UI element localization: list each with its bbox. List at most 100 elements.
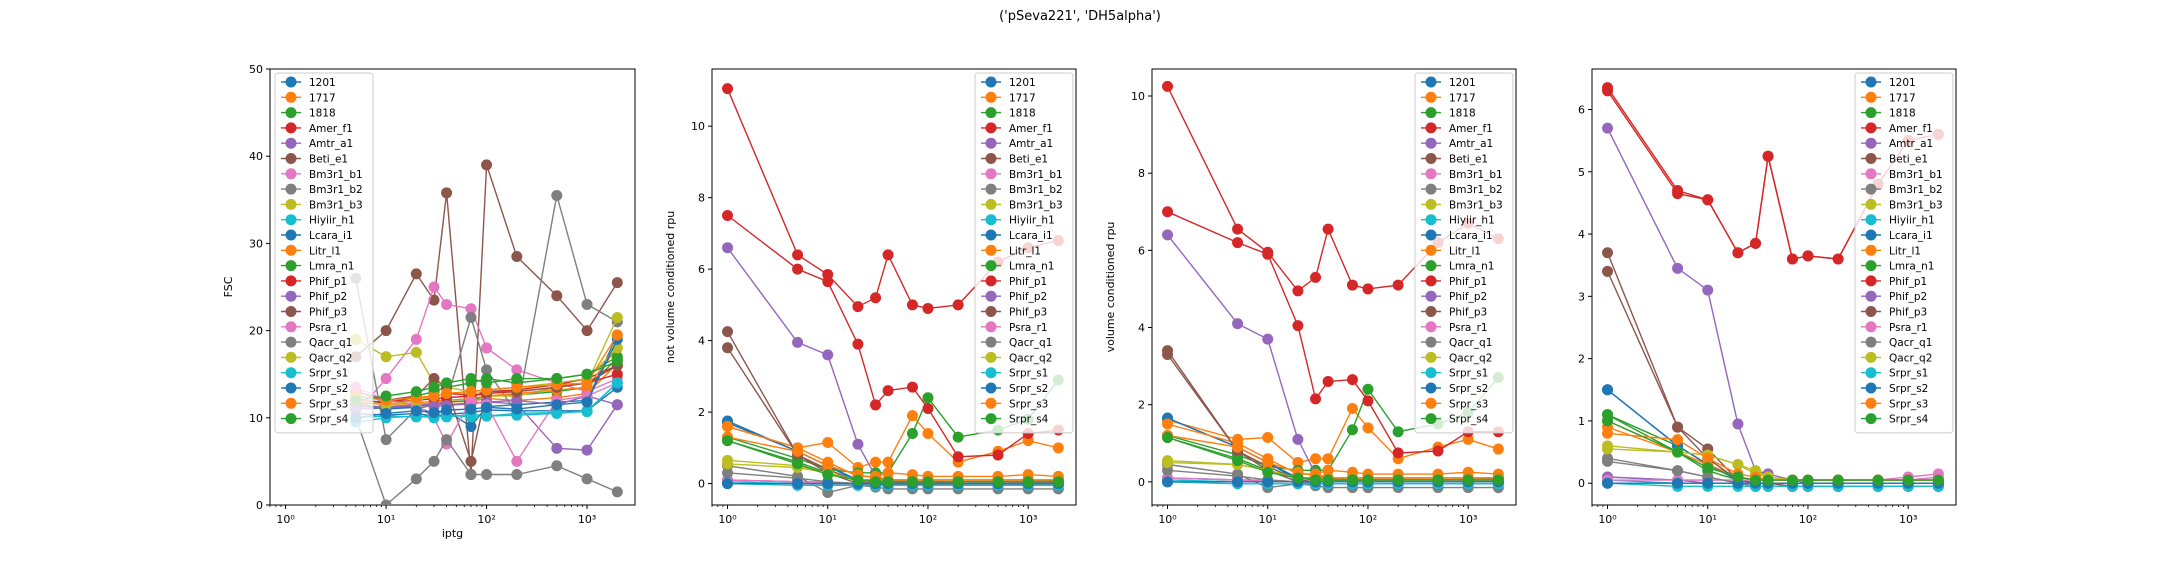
axes-frame bbox=[1591, 68, 1957, 506]
data-point bbox=[465, 455, 477, 467]
data-point bbox=[1702, 452, 1714, 464]
data-point bbox=[1750, 237, 1762, 249]
legend-swatch-marker bbox=[1865, 229, 1877, 241]
legend-item: Bm3r1_b1 bbox=[981, 168, 1063, 181]
legend-label: Litr_l1 bbox=[1009, 245, 1041, 257]
legend-item: Srpr_s1 bbox=[981, 367, 1048, 380]
legend-swatch-marker bbox=[285, 122, 297, 134]
data-point bbox=[1262, 466, 1274, 478]
data-point bbox=[1262, 431, 1274, 443]
legend-swatch-marker bbox=[1865, 351, 1877, 363]
data-point bbox=[792, 336, 804, 348]
y-tick-label: 2 bbox=[1578, 353, 1585, 366]
legend-item: Srpr_s2 bbox=[1421, 382, 1488, 395]
legend-label: Hiyiir_h1 bbox=[1449, 215, 1495, 227]
legend-label: Bm3r1_b3 bbox=[1009, 199, 1063, 211]
legend-item: Lmra_n1 bbox=[1421, 260, 1494, 273]
data-point bbox=[1292, 285, 1304, 297]
data-point bbox=[551, 442, 563, 454]
y-axis-label: FSC bbox=[222, 276, 235, 297]
legend-item: Srpr_s2 bbox=[1861, 382, 1928, 395]
legend-item: 1201 bbox=[1421, 76, 1476, 89]
y-tick-label: 8 bbox=[698, 192, 705, 205]
legend-label: Lcara_i1 bbox=[1449, 230, 1493, 242]
data-point bbox=[581, 473, 593, 485]
data-point bbox=[1310, 393, 1322, 405]
legend-item: Litr_l1 bbox=[981, 244, 1041, 257]
legend-label: Bm3r1_b2 bbox=[1449, 184, 1503, 196]
axes-frame bbox=[711, 68, 1077, 506]
legend-item: Litr_l1 bbox=[1421, 244, 1481, 257]
legend-label: 1717 bbox=[1009, 92, 1036, 104]
legend-swatch-marker bbox=[1425, 137, 1437, 149]
legend-swatch-marker bbox=[985, 137, 997, 149]
legend-swatch-marker bbox=[1425, 306, 1437, 317]
data-point bbox=[822, 436, 834, 448]
data-point bbox=[906, 410, 918, 422]
series-Srpr_s4 bbox=[1602, 415, 1944, 486]
legend-label: Bm3r1_b1 bbox=[1889, 169, 1943, 181]
data-point bbox=[1392, 426, 1404, 438]
legend-item: Amtr_a1 bbox=[1861, 137, 1933, 150]
y-tick-label: 6 bbox=[698, 263, 705, 276]
y-tick-label: 6 bbox=[1578, 103, 1585, 116]
data-point bbox=[1732, 459, 1744, 471]
legend-label: Amer_f1 bbox=[1449, 123, 1493, 135]
data-point bbox=[611, 399, 623, 411]
legend-swatch-marker bbox=[1425, 260, 1437, 272]
legend-item: Amtr_a1 bbox=[1421, 137, 1493, 150]
legend-item: Psra_r1 bbox=[981, 321, 1048, 334]
data-point bbox=[1392, 447, 1404, 459]
data-point bbox=[1322, 474, 1334, 486]
legend-label: Qacr_q2 bbox=[1009, 352, 1052, 364]
data-point bbox=[511, 468, 523, 480]
legend-label: 1717 bbox=[1449, 92, 1476, 104]
data-point bbox=[1732, 247, 1744, 259]
legend-item: Srpr_s3 bbox=[1421, 397, 1488, 410]
data-point bbox=[1602, 122, 1614, 134]
legend-swatch-marker bbox=[1425, 244, 1437, 256]
x-tick-label: 10⁰ bbox=[276, 513, 295, 526]
legend-label: Amtr_a1 bbox=[309, 138, 353, 150]
data-point bbox=[1732, 418, 1744, 430]
legend-label: Srpr_s1 bbox=[1889, 368, 1928, 380]
data-point bbox=[1602, 384, 1614, 396]
data-point bbox=[722, 478, 734, 490]
x-tick-label: 10¹ bbox=[1699, 513, 1717, 526]
data-point bbox=[1162, 476, 1174, 488]
data-point bbox=[581, 406, 593, 418]
legend-item: Srpr_s2 bbox=[981, 382, 1048, 395]
data-point bbox=[870, 399, 882, 411]
data-point bbox=[792, 478, 804, 490]
y-tick-label: 10 bbox=[1131, 90, 1145, 103]
legend-swatch-marker bbox=[985, 76, 997, 88]
legend-item: Psra_r1 bbox=[281, 321, 348, 334]
y-tick-label: 20 bbox=[249, 325, 263, 338]
legend-item: Bm3r1_b3 bbox=[281, 198, 363, 211]
legend-item: Bm3r1_b1 bbox=[281, 168, 363, 181]
data-point bbox=[380, 499, 392, 505]
legend-label: Amer_f1 bbox=[1889, 123, 1933, 135]
legend-swatch-marker bbox=[1865, 122, 1877, 134]
data-point bbox=[1322, 453, 1334, 465]
legend: 1201 1717 1818 Amer_f1 Amtr_a1 Beti_e1 Bm3r1_b… bbox=[1414, 72, 1514, 434]
data-point bbox=[922, 302, 934, 314]
legend-item: Lmra_n1 bbox=[981, 260, 1054, 273]
data-point bbox=[441, 298, 453, 310]
legend-item: Amer_f1 bbox=[1421, 122, 1493, 135]
y-tick-label: 3 bbox=[1578, 290, 1585, 303]
data-point bbox=[1672, 477, 1684, 489]
legend-swatch-marker bbox=[285, 321, 297, 333]
legend-label: Hiyiir_h1 bbox=[309, 215, 355, 227]
data-point bbox=[465, 468, 477, 480]
legend-swatch-marker bbox=[285, 168, 297, 180]
legend-item: Bm3r1_b2 bbox=[281, 183, 363, 196]
data-point bbox=[870, 292, 882, 304]
legend-swatch-marker bbox=[985, 229, 997, 241]
legend-swatch-marker bbox=[1425, 153, 1437, 164]
data-point bbox=[1902, 474, 1914, 486]
legend-swatch-marker bbox=[985, 244, 997, 256]
legend-swatch-marker bbox=[1865, 107, 1877, 119]
data-point bbox=[481, 401, 493, 413]
legend-item: Srpr_s3 bbox=[981, 397, 1048, 410]
